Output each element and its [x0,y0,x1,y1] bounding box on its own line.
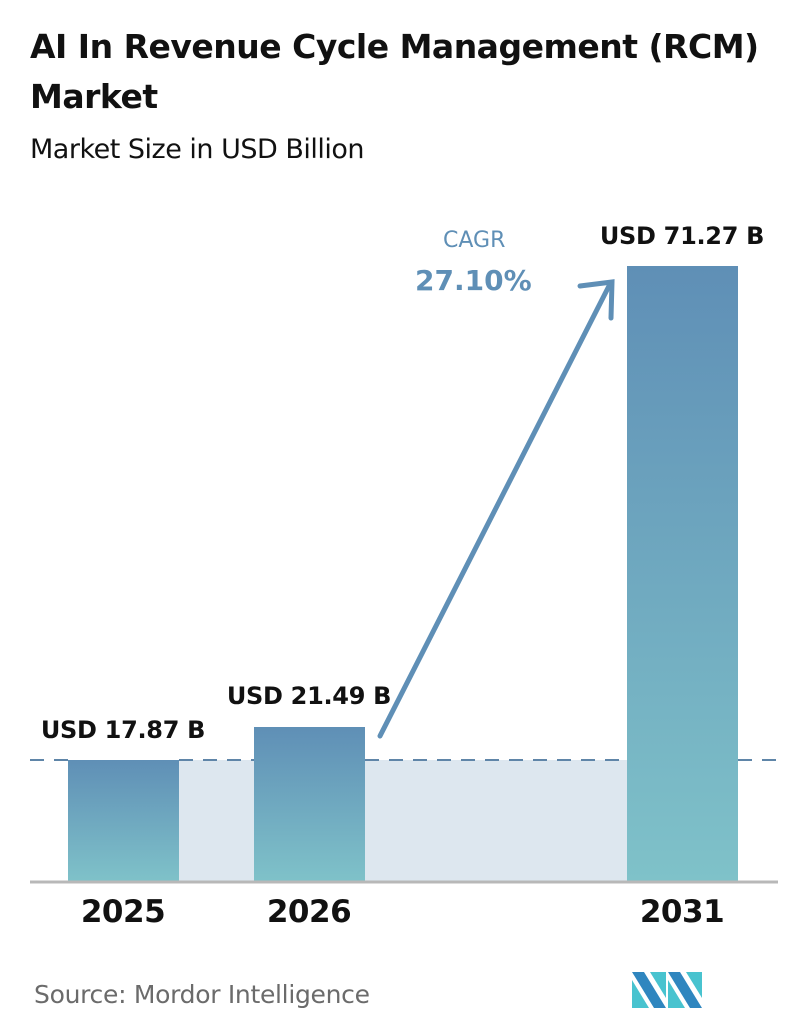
value-label-2026: USD 21.49 B [226,682,392,710]
cagr-value: 27.10% [415,264,532,297]
value-label-2031: USD 71.27 B [599,222,765,250]
x-tick-2026: 2026 [266,894,352,930]
cagr-arrow-icon [377,279,615,739]
bar-2026 [254,727,365,882]
bar-2025 [68,760,179,882]
mordor-intelligence-logo-icon [632,972,702,1008]
x-tick-2031: 2031 [639,894,725,930]
bar-2031 [627,266,738,882]
chart-subtitle: Market Size in USD Billion [30,134,365,165]
value-label-2025: USD 17.87 B [40,716,206,744]
chart-title: AI In Revenue Cycle Management (RCM) Mar… [30,27,759,116]
cagr-label: CAGR [443,228,506,253]
source-text: Source: Mordor Intelligence [34,980,370,1009]
x-tick-2025: 2025 [80,894,166,930]
